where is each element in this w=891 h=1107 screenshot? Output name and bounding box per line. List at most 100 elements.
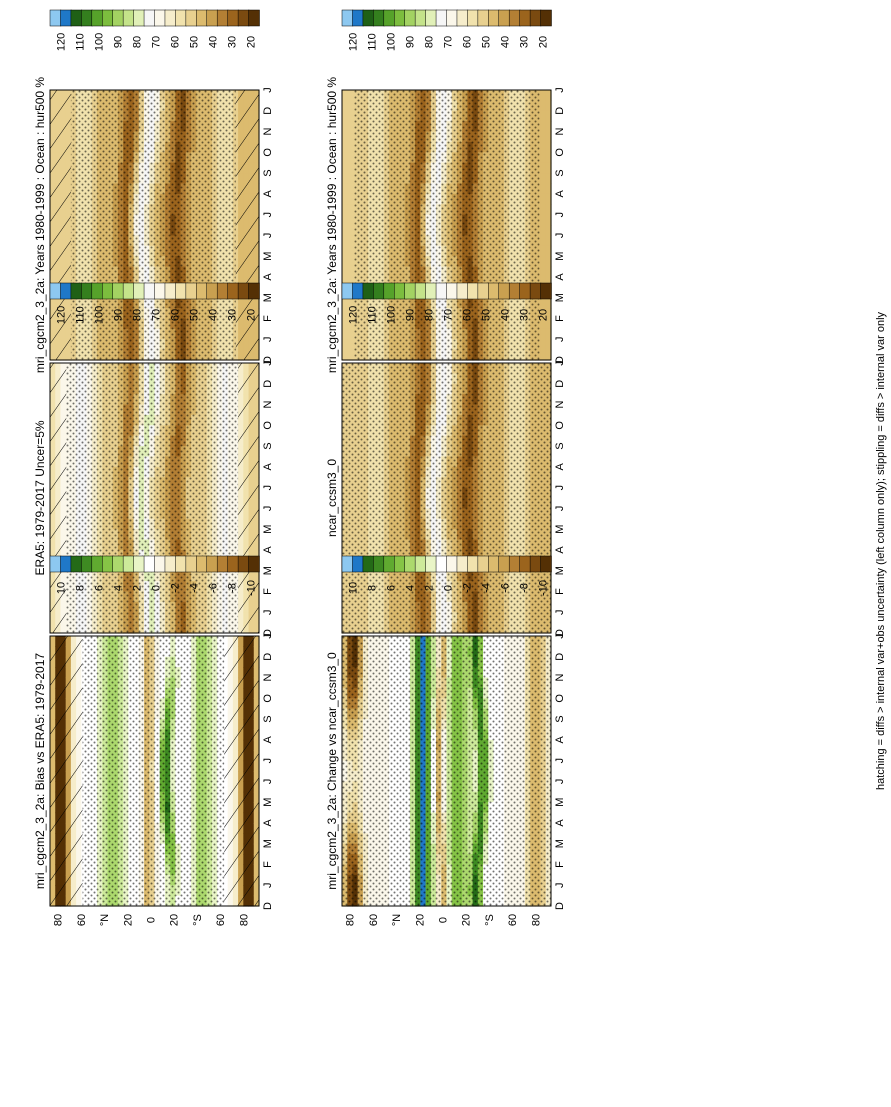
panel-3-colorbar-swatch (206, 282, 218, 300)
panel-2-cell (545, 162, 552, 174)
panel-3-colorbar-swatch (164, 282, 177, 300)
panel-1-colorbar-swatch (102, 9, 114, 27)
panel-2-month-tick: J (554, 233, 566, 239)
panel-1-colorbar-swatch (216, 9, 229, 27)
figure-caption: hatching = diffs > internal var+obs unce… (875, 311, 887, 790)
panel-2-cell (347, 100, 354, 112)
panel-2-colorbar-swatch (394, 9, 406, 27)
panel-2-cell (545, 235, 552, 247)
panel-4-month-tick: O (554, 421, 566, 430)
panel-1-colorbar-swatch (49, 9, 62, 27)
panel-2-cell (545, 339, 552, 351)
panel-2-cell (540, 131, 547, 143)
panel-2-cell (342, 276, 348, 288)
panel-2-cell (545, 100, 552, 112)
panel-2-cell (347, 162, 354, 174)
panel-2-cell (540, 339, 547, 351)
panel-1-colorbar-swatch (185, 9, 198, 27)
panel-2-cell (540, 349, 547, 361)
panel-2-stippling (353, 90, 540, 360)
panel-2-cell (540, 204, 547, 216)
panel-3-colorbar-swatch (248, 282, 260, 300)
panel-4-month-tick: A (554, 546, 566, 554)
panel-2-colorbar-swatch (404, 9, 416, 27)
panel-1-month-tick: J (262, 87, 274, 93)
panel-1-colorbar-tick: 50 (188, 36, 200, 48)
panel-2-cell (545, 121, 552, 133)
panel-3-month-tick: D (262, 629, 274, 637)
panel-2-cell (342, 339, 348, 351)
panel-2-cell (540, 276, 547, 288)
panel-2-cell (540, 100, 547, 112)
panel-2-colorbar-swatch (373, 9, 385, 27)
panel-2-cell (347, 235, 354, 247)
panel-2-cell (540, 162, 547, 174)
panel-2-cell (347, 173, 354, 185)
panel-2-cell (545, 110, 552, 122)
panel-2-colorbar-tick: 120 (347, 33, 359, 51)
panel-4-colorbar-swatch (508, 282, 521, 300)
panel-3-colorbar-swatch (154, 282, 166, 300)
panel-2-cell (347, 266, 354, 278)
panel-2-cell (342, 266, 348, 278)
panel-4-colorbar-swatch (435, 282, 448, 300)
panel-2-cell (540, 152, 547, 164)
panel-4-colorbar-swatch (414, 282, 427, 300)
panel-3-month-tick: N (262, 401, 274, 409)
panel-4-month-tick: M (554, 566, 566, 575)
panel-2-cell (545, 204, 552, 216)
panel-2-cell (545, 131, 552, 143)
panel-4-colorbar-tick: 30 (518, 309, 530, 321)
panel-2-cell (347, 110, 354, 122)
panel-2-cell (545, 328, 552, 340)
panel-3-colorbar-swatch (216, 282, 229, 300)
panel-4-month-tick: D (554, 380, 566, 388)
panel-2-cell (540, 318, 547, 330)
panel-2-colorbar-tick: 40 (499, 36, 511, 48)
panel-1-colorbar-swatch (133, 9, 145, 27)
panel-3-colorbar-swatch (49, 282, 62, 300)
panel-2-cell (545, 141, 552, 153)
panel-2-colorbar-swatch (383, 9, 395, 27)
panel-2-cell (347, 214, 354, 226)
panel-1-month-tick: M (262, 293, 274, 302)
panel-4-stippling (342, 363, 551, 633)
panel-4-colorbar-tick: 90 (404, 309, 416, 321)
panel-3-colorbar-swatch (196, 282, 208, 300)
panel-2-cell (342, 162, 348, 174)
panel-1-month-tick: J (262, 336, 274, 342)
panel-2-cell (342, 318, 348, 330)
panel-2-colorbar-swatch (341, 9, 354, 27)
panel-2-cell (342, 152, 348, 164)
panel-1-colorbar-tick: 90 (112, 36, 124, 48)
panel-2-cell (347, 90, 354, 101)
panel-2-colorbar-swatch (456, 9, 469, 27)
panel-1-colorbar-swatch (70, 9, 83, 27)
panel-2-cell (540, 90, 547, 101)
panel-3-colorbar-tick: 90 (112, 309, 124, 321)
panel-1-colorbar-swatch (122, 9, 135, 27)
panel-2-cell (342, 100, 348, 112)
panel-4-colorbar-swatch (352, 282, 364, 300)
panel-2-colorbar-swatch (467, 9, 479, 27)
panel-1-colorbar-tick: 40 (207, 36, 219, 48)
panel-1-colorbar-tick: 20 (245, 36, 257, 48)
panel-2-cell (540, 256, 547, 268)
panel-3-colorbar-swatch (227, 282, 239, 300)
panel-2-cell (347, 131, 354, 143)
panel-2-cell (347, 225, 354, 236)
panel-2-colorbar-tick: 20 (537, 36, 549, 48)
panel-3-colorbar-swatch (70, 282, 83, 300)
panel-2-month-tick: J (554, 336, 566, 342)
panel-2-cell (540, 193, 547, 205)
panel-4-month-tick: S (554, 442, 566, 449)
panel-2-cell (545, 256, 552, 268)
panel-4-colorbar-swatch (383, 282, 395, 300)
panel-2-cell (540, 141, 547, 153)
panel-2-month-tick: S (554, 169, 566, 176)
panel-3-month-tick: J (262, 485, 274, 491)
panel-2-cell (545, 225, 552, 236)
panel-4-colorbar-tick: 20 (537, 309, 549, 321)
panel-1-month-tick: M (262, 252, 274, 261)
panel-2-cell (342, 349, 348, 361)
